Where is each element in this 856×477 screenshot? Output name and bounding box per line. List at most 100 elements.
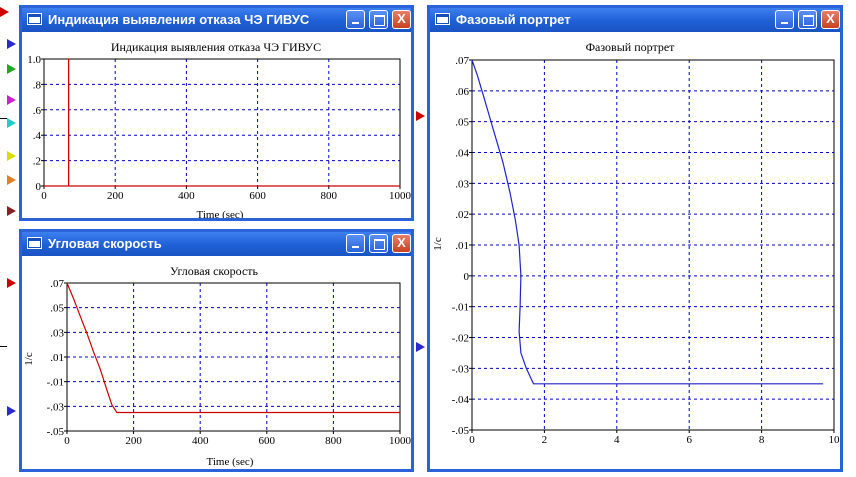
port-arrow-icon xyxy=(7,64,16,74)
minimize-icon xyxy=(352,246,359,248)
maximize-icon xyxy=(374,15,385,26)
y-tick-label: .02 xyxy=(455,209,469,221)
y-tick-label: -.03 xyxy=(47,401,65,413)
x-tick-label: 2 xyxy=(542,434,548,446)
port-arrow-icon xyxy=(7,151,16,161)
close-button[interactable]: X xyxy=(821,10,840,29)
y-axis-label: 1/c xyxy=(23,352,35,366)
window-icon xyxy=(435,13,450,25)
y-tick-label: 1.0 xyxy=(27,54,41,66)
y-tick-label: -.05 xyxy=(47,426,65,438)
plot-frame xyxy=(43,58,401,187)
signal-line xyxy=(0,118,7,119)
window-icon xyxy=(27,13,42,25)
window-title: Угловая скорость xyxy=(48,236,162,251)
maximize-icon xyxy=(803,15,814,26)
port-arrow-icon xyxy=(7,39,16,49)
chart-title: Фазовый портрет xyxy=(586,40,676,54)
y-tick-label: -.01 xyxy=(47,377,64,389)
window-icon xyxy=(27,237,42,249)
minimize-icon xyxy=(781,22,788,24)
y-tick-label: -.01 xyxy=(452,302,469,314)
y-tick-label: -.03 xyxy=(452,363,470,375)
x-tick-label: 800 xyxy=(321,190,338,202)
titlebar[interactable]: Угловая скорость X xyxy=(22,232,411,256)
y-tick-label: .06 xyxy=(455,86,469,98)
port-arrow-icon xyxy=(7,406,16,416)
y-tick-label: .8 xyxy=(33,79,42,91)
x-tick-label: 6 xyxy=(686,434,692,446)
y-tick-label: .6 xyxy=(33,105,42,117)
y-tick-label: .07 xyxy=(50,278,64,290)
maximize-icon xyxy=(374,239,385,250)
port-arrow-icon xyxy=(7,175,16,185)
y-tick-label: .04 xyxy=(455,148,469,160)
port-arrow-icon xyxy=(0,7,9,17)
port-arrow-icon xyxy=(416,111,425,121)
y-tick-label: .03 xyxy=(455,178,469,190)
plot-area: Индикация выявления отказа ЧЭ ГИВУС Time… xyxy=(22,32,412,221)
x-tick-label: 0 xyxy=(64,435,70,447)
maximize-button[interactable] xyxy=(369,234,388,253)
x-tick-label: 800 xyxy=(325,435,342,447)
close-icon: X xyxy=(826,11,835,26)
y-tick-label: -.05 xyxy=(452,425,470,437)
titlebar[interactable]: Фазовый портрет X xyxy=(430,8,840,32)
x-axis-label: Time (sec) xyxy=(197,209,244,218)
y-tick-label: 0 xyxy=(464,271,470,283)
x-tick-label: 400 xyxy=(192,435,209,447)
close-button[interactable]: X xyxy=(392,10,411,29)
port-arrow-icon xyxy=(7,278,16,288)
x-tick-label: 10 xyxy=(829,434,841,446)
fault-indication-chart: Индикация выявления отказа ЧЭ ГИВУС Time… xyxy=(27,40,411,221)
series-line xyxy=(44,58,400,187)
plot-area: Фазовый портрет 1/c 0 2 4 6 8 10 -.05 -.04 -.03 -… xyxy=(430,32,840,469)
x-tick-label: 200 xyxy=(125,435,142,447)
y-tick-label: .01 xyxy=(50,352,64,364)
phase-portrait-chart: Фазовый портрет 1/c 0 2 4 6 8 10 -.05 -.04 -.03 -… xyxy=(432,40,841,446)
x-tick-label: 0 xyxy=(41,190,47,202)
x-tick-label: 600 xyxy=(259,435,276,447)
window-fault-indication[interactable]: Индикация выявления отказа ЧЭ ГИВУС X Ин… xyxy=(19,5,414,221)
window-angular-velocity[interactable]: Угловая скорость X Угловая скорость Time… xyxy=(19,229,414,472)
x-tick-label: 200 xyxy=(107,190,124,202)
x-tick-label: 1000 xyxy=(389,190,411,202)
window-title: Индикация выявления отказа ЧЭ ГИВУС xyxy=(48,12,310,27)
maximize-button[interactable] xyxy=(369,10,388,29)
y-tick-label: -.04 xyxy=(452,394,470,406)
port-arrow-icon xyxy=(7,118,16,128)
window-title: Фазовый портрет xyxy=(456,12,571,27)
close-icon: X xyxy=(397,11,406,26)
titlebar[interactable]: Индикация выявления отказа ЧЭ ГИВУС X xyxy=(22,8,411,32)
minimize-button[interactable] xyxy=(346,10,365,29)
y-tick-label: .07 xyxy=(455,55,469,67)
plot-area: Угловая скорость Time (sec) 1/c 0 200 400 6… xyxy=(22,256,412,469)
x-tick-label: 400 xyxy=(178,190,195,202)
series-line xyxy=(66,282,400,414)
close-button[interactable]: X xyxy=(392,234,411,253)
window-phase-portrait[interactable]: Фазовый портрет X Фазовый портрет 1/c 0 2… xyxy=(427,5,843,472)
minimize-icon xyxy=(352,22,359,24)
maximize-button[interactable] xyxy=(798,10,817,29)
x-tick-label: 8 xyxy=(759,434,765,446)
angular-velocity-chart: Угловая скорость Time (sec) 1/c 0 200 400 6… xyxy=(23,264,412,468)
y-tick-label: -.02 xyxy=(452,333,469,345)
minimize-button[interactable] xyxy=(775,10,794,29)
x-tick-label: 600 xyxy=(249,190,266,202)
port-arrow-icon xyxy=(7,206,16,216)
y-tick-label: .2 xyxy=(33,156,41,168)
y-tick-label: 0 xyxy=(36,181,42,193)
y-tick-label: .4 xyxy=(33,130,42,142)
x-axis-label: Time (sec) xyxy=(207,456,254,468)
y-tick-label: .01 xyxy=(455,240,469,252)
x-tick-label: 4 xyxy=(614,434,620,446)
y-tick-label: .05 xyxy=(50,303,64,315)
chart-title: Угловая скорость xyxy=(170,264,259,278)
chart-title: Индикация выявления отказа ЧЭ ГИВУС xyxy=(111,40,321,54)
series-line xyxy=(471,59,824,385)
minimize-button[interactable] xyxy=(346,234,365,253)
y-tick-label: .05 xyxy=(455,117,469,129)
port-arrow-icon xyxy=(416,342,425,352)
y-axis-label: 1/c xyxy=(432,237,444,251)
x-tick-label: 0 xyxy=(469,434,475,446)
